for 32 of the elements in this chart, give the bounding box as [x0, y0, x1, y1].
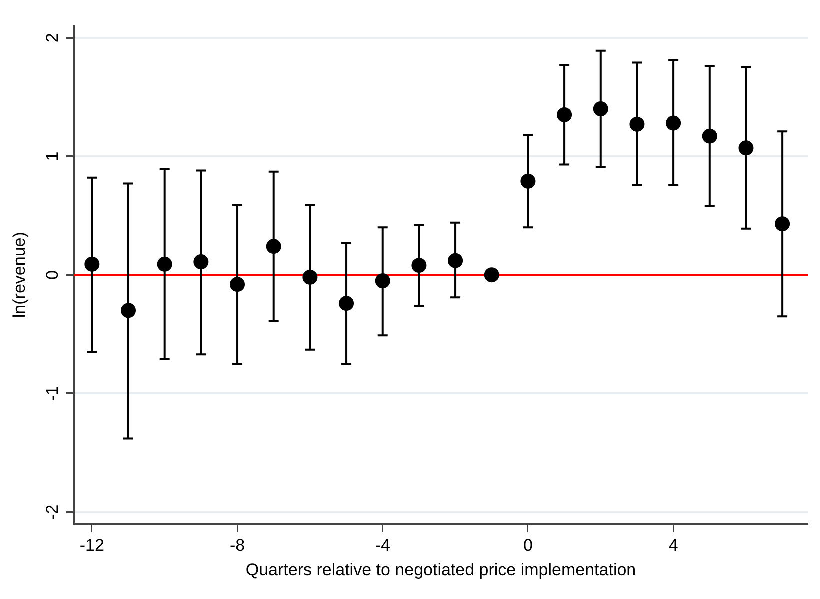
y-tick-label: 2: [43, 33, 62, 43]
point: [266, 239, 282, 254]
point: [738, 140, 754, 156]
point: [702, 128, 718, 144]
point: [630, 116, 645, 132]
point: [448, 253, 464, 268]
x-tick-label: 4: [668, 536, 678, 556]
point: [520, 174, 536, 189]
y-tick-label: -1: [43, 386, 62, 402]
point: [230, 277, 246, 292]
x-axis-title: Quarters relative to negotiated price implementation: [246, 560, 636, 580]
point: [121, 303, 136, 318]
point: [339, 296, 354, 312]
point: [557, 107, 572, 122]
x-tick-label: -12: [80, 536, 104, 556]
y-tick-label: -2: [43, 504, 62, 520]
point: [375, 274, 390, 289]
point: [593, 102, 608, 117]
y-axis-title: ln(revenue): [10, 232, 29, 318]
point: [194, 254, 209, 270]
y-tick-label: 0: [43, 270, 62, 280]
point: [666, 116, 682, 131]
point: [84, 256, 100, 272]
y-tick-label: 1: [43, 152, 62, 162]
x-tick-label: -4: [375, 536, 390, 556]
point: [157, 256, 172, 272]
point: [484, 268, 500, 283]
x-tick-label: 0: [523, 536, 533, 556]
point: [775, 216, 790, 232]
x-tick-label: -8: [230, 536, 246, 556]
point: [412, 258, 427, 274]
point: [302, 270, 318, 285]
